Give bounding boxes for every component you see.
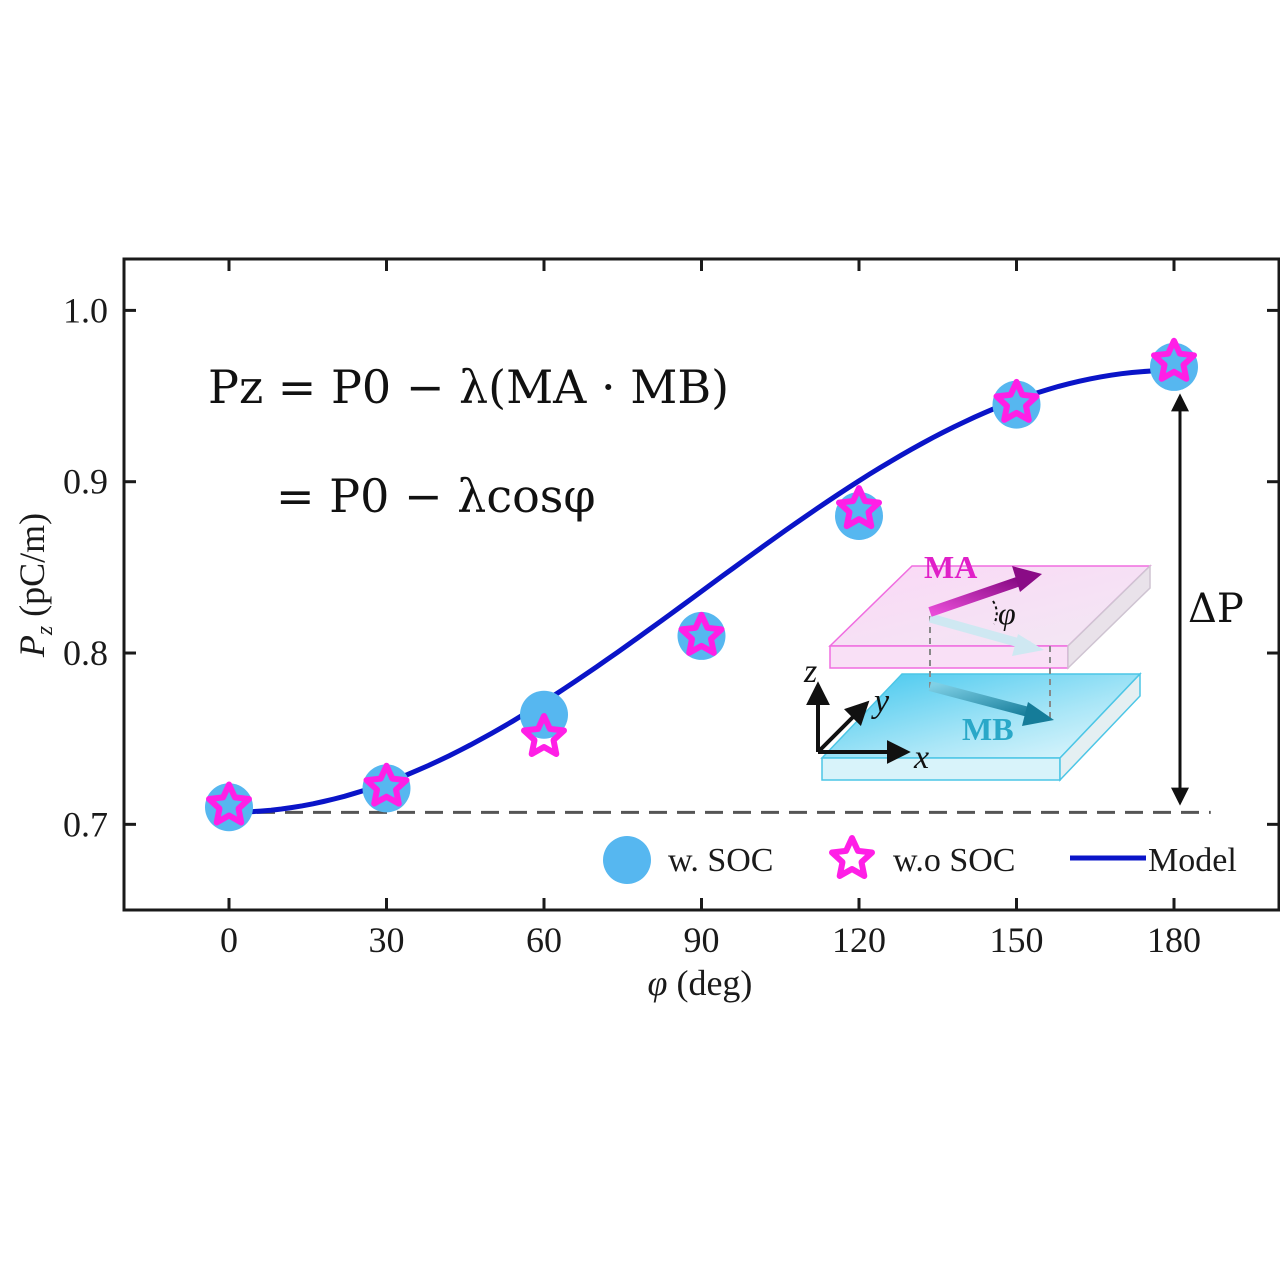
legend-star-marker (829, 835, 875, 879)
equation-line-2: = P0 − λcosφ (276, 469, 596, 523)
delta-p-label: ΔP (1188, 586, 1244, 632)
x-tick-label: 30 (369, 920, 405, 960)
bottom-slab (820, 672, 1142, 782)
y-tick-label: 0.8 (63, 633, 108, 673)
wo-soc-point (521, 713, 567, 757)
inset-y-label: y (871, 683, 890, 720)
wo-soc-point (678, 611, 725, 656)
y-tick-label: 0.7 (63, 804, 108, 844)
w-soc-point (835, 491, 883, 540)
wo-soc-point (836, 485, 882, 530)
y-axis-sub: z (32, 625, 58, 636)
legend-wo-soc-marker (829, 835, 875, 879)
wo-soc-point (363, 762, 410, 807)
inset-z-label: z (803, 653, 817, 690)
wo-soc-point (1151, 337, 1197, 382)
inset-diagram: φ MA MB z y x (803, 549, 1152, 782)
legend-w-soc-label: w. SOC (668, 842, 774, 879)
inset-x-label: x (913, 739, 929, 776)
wo-soc-point (206, 781, 252, 826)
x-tick-label: 150 (990, 920, 1044, 960)
x-axis-var: φ (648, 963, 668, 1003)
x-axis-title: φ (deg) (648, 963, 753, 1003)
wo-soc-series (206, 337, 1197, 826)
equation: Pz = P0 − λ(MA · MB) = P0 − λcosφ (208, 360, 729, 523)
ma-arrow (928, 566, 1042, 617)
x-tick-label: 60 (526, 920, 562, 960)
equation-line-1: Pz = P0 − λ(MA · MB) (208, 360, 729, 414)
x-tick-label: 0 (220, 920, 238, 960)
inset-phi-label: φ (998, 595, 1016, 631)
w-soc-point (1150, 342, 1198, 391)
inset-ma-label: MA (924, 549, 977, 585)
y-axis-unit: (pC/m) (12, 513, 52, 626)
top-slab (828, 564, 1152, 670)
inset-mb-label: MB (962, 711, 1014, 747)
legend-wo-soc-label: w.o SOC (893, 842, 1016, 879)
legend-model-label: Model (1148, 842, 1237, 879)
y-axis-main: P (12, 635, 52, 658)
axis-ticks: 0 30 60 90 120 150 180 0.7 0.8 0.9 1.0 (63, 259, 1279, 960)
x-tick-label: 120 (832, 920, 886, 960)
legend: w. SOC w.o SOC Model (603, 835, 1237, 884)
legend-circle-marker (603, 836, 651, 884)
wo-soc-point (993, 378, 1040, 423)
x-axis-unit: (deg) (667, 963, 752, 1003)
y-axis-title: Pz (pC/m) (12, 513, 58, 658)
mb-arrow (928, 681, 1054, 726)
legend-w-soc-marker (603, 836, 651, 884)
x-tick-label: 180 (1147, 920, 1201, 960)
y-tick-label: 1.0 (63, 290, 108, 330)
inset-axes (806, 681, 911, 764)
y-tick-label: 0.9 (63, 462, 108, 502)
x-tick-label: 90 (684, 920, 720, 960)
